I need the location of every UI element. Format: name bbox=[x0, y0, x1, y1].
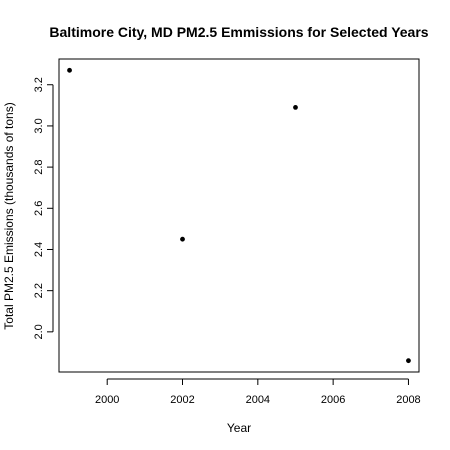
y-axis-title: Total PM2.5 Emissions (thousands of tons… bbox=[2, 102, 16, 329]
x-tick-label: 2004 bbox=[246, 394, 270, 406]
y-tick-label: 2.8 bbox=[33, 159, 45, 174]
x-axis-title: Year bbox=[227, 421, 251, 435]
x-tick-label: 2006 bbox=[321, 394, 345, 406]
y-tick-label: 3.2 bbox=[33, 77, 45, 92]
data-point bbox=[67, 67, 72, 73]
x-axis: 2000 2002 2004 2006 2008 bbox=[95, 378, 421, 406]
data-point bbox=[180, 236, 185, 242]
plot-frame bbox=[58, 58, 420, 373]
chart-title: Baltimore City, MD PM2.5 Emmissions for … bbox=[49, 24, 428, 40]
data-point bbox=[406, 358, 411, 364]
data-points bbox=[67, 67, 411, 364]
y-tick-label: 2.4 bbox=[33, 242, 45, 257]
y-tick-label: 3.0 bbox=[33, 118, 45, 133]
y-axis: 2.0 2.2 2.4 2.6 2.8 3.0 3.2 bbox=[33, 77, 54, 339]
data-point bbox=[293, 104, 298, 110]
x-tick-label: 2002 bbox=[170, 394, 194, 406]
y-tick-label: 2.6 bbox=[33, 201, 45, 216]
x-tick-label: 2008 bbox=[396, 394, 420, 406]
y-tick-label: 2.0 bbox=[33, 324, 45, 339]
y-tick-label: 2.2 bbox=[33, 283, 45, 298]
x-tick-label: 2000 bbox=[95, 394, 119, 406]
